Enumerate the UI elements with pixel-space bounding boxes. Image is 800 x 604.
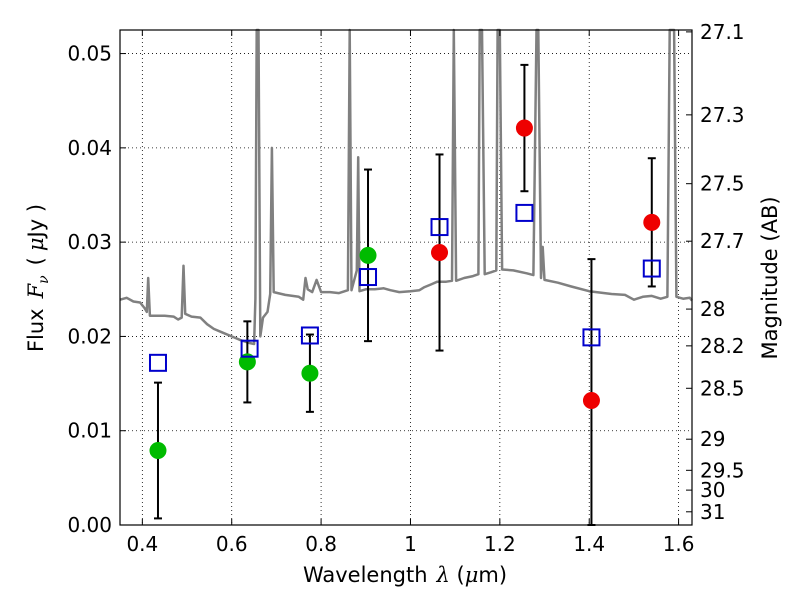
data-point-square <box>300 326 319 345</box>
data-point-circle <box>301 364 319 382</box>
x-tick-label: 0.4 <box>126 532 158 556</box>
x-axis-unit-close: m) <box>478 563 507 587</box>
data-point-circle <box>431 244 449 262</box>
y2-tick-label: 29 <box>700 427 725 451</box>
data-point-circle <box>359 246 377 264</box>
data-point-square <box>240 339 259 358</box>
y2-tick-label: 28 <box>700 297 725 321</box>
y-axis-label: Flux Fν ( μJy ) <box>24 204 52 352</box>
error-bars <box>153 63 656 526</box>
x-axis-unit-open: ( <box>450 563 465 587</box>
y2-tick-label: 27.7 <box>700 229 745 253</box>
x-axis-label: Wavelength λ (μm) <box>303 563 507 587</box>
y2-tick-label: 27.3 <box>700 103 745 127</box>
x-tick-label: 1 <box>404 532 417 556</box>
data-point-circle <box>149 442 167 460</box>
x-tick-label: 1.6 <box>663 532 695 556</box>
y2-tick-label: 28.5 <box>700 376 745 400</box>
x-axis-unit-mu: μ <box>465 563 479 587</box>
y2-tick-label: 27.5 <box>700 172 745 196</box>
axis-ticks: 0.4 0.6 0.8 1 1.2 1.4 1.6 0.00 0.01 0.02 0.03 0.04 0… <box>67 20 744 556</box>
data-point-square <box>430 218 449 237</box>
x-tick-label: 1.4 <box>573 532 605 556</box>
y2-axis-label: Magnitude (AB) <box>758 196 782 359</box>
plot-frame <box>119 29 693 526</box>
data-point-square <box>642 259 661 278</box>
x-axis-symbol: λ <box>436 563 450 587</box>
y-tick-label: 0.04 <box>67 136 112 160</box>
y2-tick-label: 27.1 <box>700 20 745 44</box>
data-point-square <box>515 203 534 222</box>
y2-tick-label: 28.2 <box>700 334 745 358</box>
y-axis-label-text: Flux <box>24 308 48 352</box>
y-axis-unit-open: ( <box>24 257 48 265</box>
y-tick-label: 0.01 <box>67 419 112 443</box>
data-point-circle <box>582 392 600 410</box>
data-point-circle <box>515 119 533 137</box>
y2-tick-label: 31 <box>700 500 725 524</box>
y-axis-unit-mu: μ <box>24 237 48 251</box>
y-tick-label: 0.05 <box>67 42 112 66</box>
spectrum-line <box>119 28 693 346</box>
model-spectrum <box>119 28 693 346</box>
y-tick-label: 0.00 <box>67 513 112 537</box>
data-point-square <box>359 268 378 287</box>
x-tick-label: 0.8 <box>305 532 337 556</box>
x-tick-label: 0.6 <box>216 532 248 556</box>
data-point-square <box>148 353 167 372</box>
y-axis-symbol: F <box>24 282 48 299</box>
y2-tick-label: 29.5 <box>700 458 745 482</box>
data-point-square <box>582 328 601 347</box>
y-tick-label: 0.03 <box>67 230 112 254</box>
data-point-circle <box>238 353 256 371</box>
y-tick-label: 0.02 <box>67 324 112 348</box>
data-markers <box>148 119 661 460</box>
x-axis-label-text: Wavelength <box>303 563 428 587</box>
y-axis-subscript: ν <box>36 275 52 284</box>
y2-tick-label: 30 <box>700 478 725 502</box>
x-tick-label: 1.2 <box>484 532 516 556</box>
y-axis-unit-close: Jy ) <box>24 204 48 240</box>
data-point-circle <box>643 213 661 231</box>
grid <box>120 30 692 526</box>
